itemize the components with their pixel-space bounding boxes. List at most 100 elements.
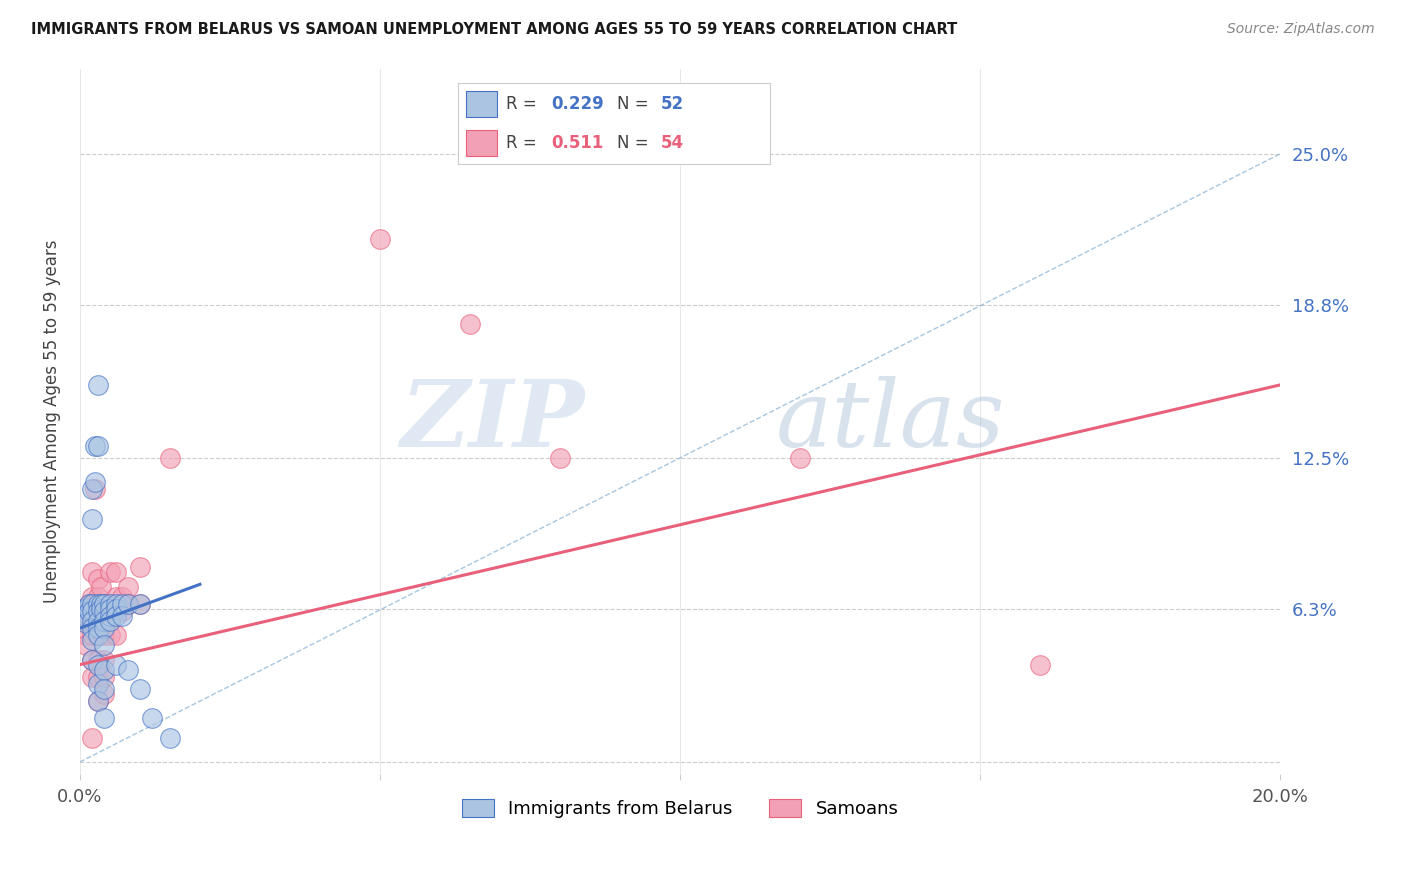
Point xyxy=(90,580,112,594)
Point xyxy=(87,614,110,628)
Point xyxy=(80,731,103,745)
Point xyxy=(104,597,127,611)
Point xyxy=(98,614,121,628)
Point xyxy=(104,657,127,672)
Point xyxy=(87,590,110,604)
Point xyxy=(548,450,571,465)
Point xyxy=(93,711,115,725)
Point xyxy=(104,628,127,642)
Point xyxy=(111,590,134,604)
Point xyxy=(83,439,105,453)
Point xyxy=(789,450,811,465)
Point xyxy=(90,597,112,611)
Point xyxy=(90,601,112,615)
Point xyxy=(80,511,103,525)
Point xyxy=(75,638,97,652)
Point xyxy=(98,565,121,579)
Point xyxy=(80,565,103,579)
Point xyxy=(83,483,105,497)
Point xyxy=(80,653,103,667)
Point xyxy=(87,621,110,635)
Point xyxy=(104,609,127,624)
Point xyxy=(159,731,181,745)
Point xyxy=(87,694,110,708)
Point xyxy=(98,609,121,624)
Point xyxy=(80,597,103,611)
Point xyxy=(80,628,103,642)
Point xyxy=(80,590,103,604)
Point xyxy=(93,597,115,611)
Point xyxy=(93,614,115,628)
Point xyxy=(98,614,121,628)
Point xyxy=(98,601,121,615)
Text: ZIP: ZIP xyxy=(399,376,583,467)
Point xyxy=(117,580,139,594)
Point xyxy=(93,681,115,696)
Point xyxy=(117,663,139,677)
Point xyxy=(98,597,121,611)
Point xyxy=(87,614,110,628)
Point xyxy=(98,628,121,642)
Point xyxy=(87,604,110,618)
Point xyxy=(77,597,100,611)
Point xyxy=(80,670,103,684)
Point xyxy=(75,609,97,624)
Point xyxy=(75,628,97,642)
Point xyxy=(93,604,115,618)
Legend: Immigrants from Belarus, Samoans: Immigrants from Belarus, Samoans xyxy=(454,791,905,825)
Point xyxy=(80,483,103,497)
Point xyxy=(104,601,127,615)
Point xyxy=(129,560,152,574)
Point xyxy=(80,633,103,648)
Point xyxy=(117,597,139,611)
Point xyxy=(111,597,134,611)
Point xyxy=(93,670,115,684)
Point xyxy=(77,604,100,618)
Point xyxy=(75,604,97,618)
Point xyxy=(368,232,391,246)
Point xyxy=(87,670,110,684)
Point xyxy=(80,614,103,628)
Text: atlas: atlas xyxy=(776,376,1005,467)
Point xyxy=(93,621,115,635)
Point xyxy=(104,590,127,604)
Point xyxy=(104,604,127,618)
Point xyxy=(80,614,103,628)
Point xyxy=(87,597,110,611)
Point xyxy=(104,565,127,579)
Point xyxy=(77,604,100,618)
Text: Source: ZipAtlas.com: Source: ZipAtlas.com xyxy=(1227,22,1375,37)
Point xyxy=(90,597,112,611)
Point xyxy=(87,657,110,672)
Point xyxy=(87,653,110,667)
Y-axis label: Unemployment Among Ages 55 to 59 years: Unemployment Among Ages 55 to 59 years xyxy=(44,240,60,603)
Point xyxy=(117,597,139,611)
Point xyxy=(75,614,97,628)
Point xyxy=(87,694,110,708)
Point xyxy=(87,628,110,642)
Point xyxy=(93,638,115,652)
Point xyxy=(72,601,94,615)
Point xyxy=(87,439,110,453)
Text: IMMIGRANTS FROM BELARUS VS SAMOAN UNEMPLOYMENT AMONG AGES 55 TO 59 YEARS CORRELA: IMMIGRANTS FROM BELARUS VS SAMOAN UNEMPL… xyxy=(31,22,957,37)
Point xyxy=(75,616,97,631)
Point xyxy=(93,663,115,677)
Point xyxy=(93,597,115,611)
Point xyxy=(93,614,115,628)
Point xyxy=(87,628,110,642)
Point xyxy=(129,681,152,696)
Point xyxy=(83,475,105,490)
Point xyxy=(111,604,134,618)
Point xyxy=(458,317,481,331)
Point xyxy=(80,621,103,635)
Point xyxy=(1029,657,1052,672)
Point xyxy=(87,677,110,691)
Point xyxy=(159,450,181,465)
Point xyxy=(77,614,100,628)
Point xyxy=(72,614,94,628)
Point xyxy=(83,597,105,611)
Point xyxy=(93,653,115,667)
Point xyxy=(80,653,103,667)
Point xyxy=(93,628,115,642)
Point xyxy=(80,604,103,618)
